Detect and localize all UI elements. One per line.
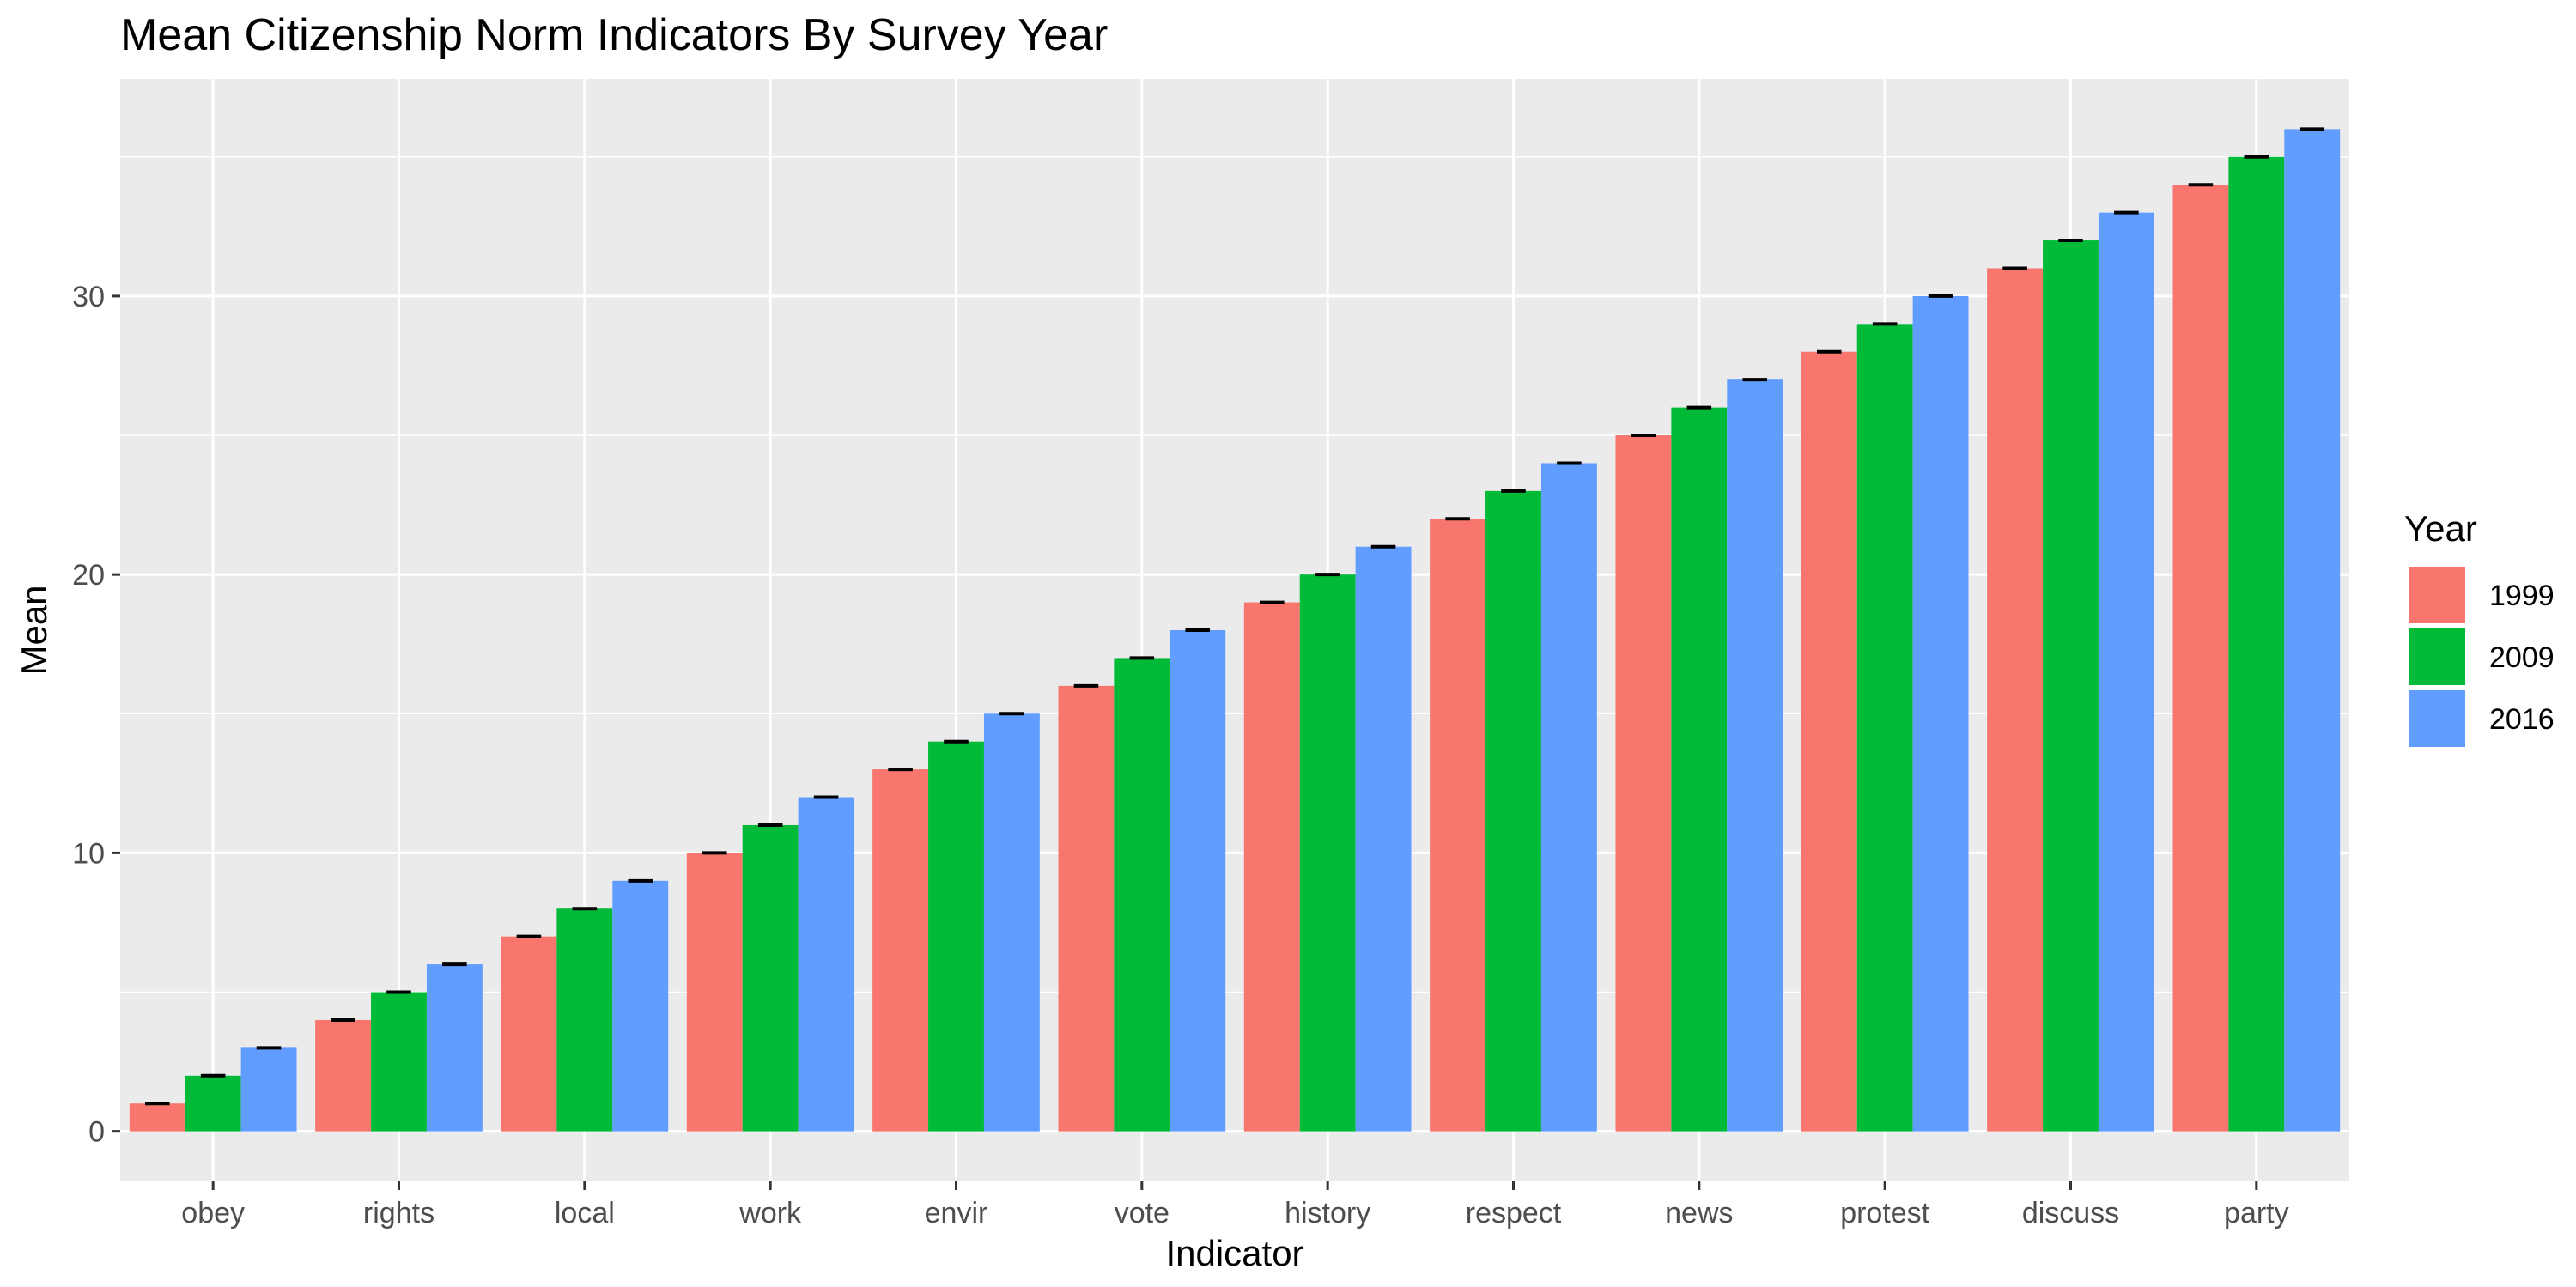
chart-title: Mean Citizenship Norm Indicators By Surv… [120,10,1108,60]
bar-envir-2016 [983,713,1040,1132]
bar-obey-2009 [185,1075,241,1132]
bar-discuss-2016 [2098,212,2154,1132]
bar-respect-2016 [1540,463,1597,1132]
bar-rights-2016 [426,964,483,1132]
y-tick-label: 10 [72,837,105,870]
bar-history-1999 [1243,602,1300,1132]
bar-news-1999 [1615,435,1672,1132]
bar-rights-1999 [315,1019,372,1132]
x-tick-label: envir [925,1197,988,1229]
bar-local-2016 [612,880,669,1132]
x-axis-title: Indicator [1165,1233,1303,1273]
bar-vote-2009 [1114,658,1170,1132]
legend: Year 1999 2009 2016 [2404,508,2555,747]
bar-envir-1999 [872,769,929,1132]
legend-label: 1999 [2489,580,2555,612]
bar-work-2016 [798,797,854,1132]
bar-rights-2009 [371,992,427,1132]
bar-local-1999 [501,936,557,1132]
bar-party-2016 [2284,129,2341,1132]
x-tick-label: party [2224,1197,2289,1229]
legend-title: Year [2404,508,2477,549]
bar-discuss-1999 [1987,268,2044,1132]
x-axis: obey rights local work envir vote history respe… [181,1181,2289,1229]
legend-key-2009 [2409,628,2465,685]
x-tick-label: rights [363,1197,434,1229]
minor-gridlines [120,156,2349,993]
bar-respect-2009 [1485,490,1541,1132]
bar-local-2009 [556,908,613,1132]
y-tick-label: 30 [72,281,105,313]
plot-panel [120,79,2349,1181]
x-tick-label: protest [1840,1197,1929,1229]
legend-label: 2009 [2489,641,2555,674]
bar-news-2009 [1671,407,1728,1132]
x-tick-label: local [555,1197,615,1229]
bar-envir-2009 [928,741,984,1132]
bar-protest-1999 [1801,351,1857,1132]
bar-vote-2016 [1170,630,1226,1132]
bar-work-2009 [742,824,799,1132]
bar-vote-1999 [1058,685,1115,1132]
bar-work-1999 [686,853,743,1132]
x-tick-label: news [1665,1197,1733,1229]
bar-obey-2016 [240,1047,297,1132]
bar-history-2016 [1355,546,1412,1132]
x-tick-label: vote [1115,1197,1170,1229]
bars-layer [129,129,2341,1132]
x-tick-label: work [738,1197,802,1229]
bar-news-2016 [1727,379,1783,1132]
x-tick-label: history [1285,1197,1370,1229]
bar-party-1999 [2172,185,2229,1132]
y-axis-title: Mean [14,585,54,675]
legend-label: 2016 [2489,703,2555,736]
y-axis: 0 10 20 30 [72,281,120,1149]
bar-protest-2016 [1912,295,1969,1132]
bar-history-2009 [1299,574,1356,1132]
bar-discuss-2009 [2043,240,2099,1132]
legend-key-2016 [2409,690,2465,747]
bar-party-2009 [2228,156,2285,1132]
x-tick-label: discuss [2022,1197,2119,1229]
y-tick-label: 0 [88,1116,105,1149]
x-tick-label: obey [181,1197,245,1229]
bar-obey-1999 [129,1103,185,1132]
legend-key-1999 [2409,567,2465,623]
x-tick-label: respect [1466,1197,1562,1229]
bar-protest-2009 [1856,324,1913,1132]
y-tick-label: 20 [72,559,105,592]
error-bars-layer [144,127,2325,1106]
bar-respect-1999 [1430,519,1486,1132]
